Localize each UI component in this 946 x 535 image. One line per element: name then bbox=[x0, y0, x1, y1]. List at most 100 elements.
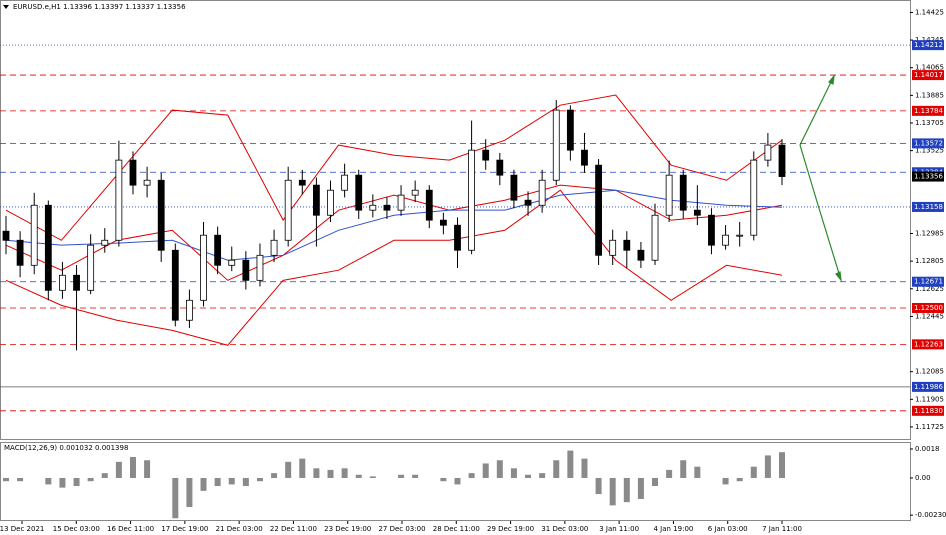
candle-body bbox=[411, 189, 419, 196]
arrow-head bbox=[828, 74, 835, 85]
candle-body bbox=[482, 149, 490, 161]
x-tick-label: 28 Dec 11:00 bbox=[433, 525, 480, 533]
level-label-box bbox=[912, 105, 944, 116]
candle-body bbox=[665, 174, 673, 216]
macd-bar bbox=[186, 477, 193, 507]
price-panel bbox=[0, 0, 911, 440]
candle-body bbox=[59, 274, 66, 291]
candle-body bbox=[581, 149, 588, 166]
candle-body bbox=[679, 174, 687, 211]
candle-body bbox=[87, 244, 95, 291]
macd-bar bbox=[285, 461, 292, 478]
arrow-head bbox=[835, 271, 842, 282]
macd-bar bbox=[73, 477, 80, 487]
macd-bar bbox=[722, 477, 729, 485]
y-tick-label: 1.14425 bbox=[915, 8, 944, 16]
y-tick-label: 1.11725 bbox=[915, 423, 944, 431]
x-tick-label: 13 Dec 2021 bbox=[0, 525, 44, 533]
macd-bar bbox=[341, 468, 348, 478]
level-label-box bbox=[912, 381, 944, 392]
x-tick-label: 29 Dec 19:00 bbox=[487, 525, 534, 533]
candle-body bbox=[510, 174, 518, 201]
x-tick-label: 6 Jan 03:00 bbox=[708, 525, 748, 533]
candle-body bbox=[566, 109, 574, 151]
level-label-box bbox=[912, 302, 944, 313]
level-label-box bbox=[912, 201, 944, 212]
candle-body bbox=[693, 209, 701, 216]
candle-body bbox=[764, 144, 772, 161]
macd-bar bbox=[228, 477, 235, 485]
level-label-box bbox=[912, 405, 944, 416]
menu-arrow[interactable] bbox=[3, 5, 9, 9]
level-label: 1.13784 bbox=[914, 107, 943, 115]
candle-body bbox=[383, 204, 391, 211]
candle-body bbox=[595, 164, 602, 256]
candle-body bbox=[115, 159, 123, 241]
macd-bar bbox=[369, 476, 376, 478]
candle-body bbox=[101, 239, 109, 246]
macd-bar bbox=[242, 477, 249, 487]
macd-tick-label: 0.00 bbox=[915, 474, 931, 482]
candle-body bbox=[16, 239, 24, 266]
current-price-box bbox=[912, 171, 944, 182]
y-tick-label: 1.14245 bbox=[915, 36, 944, 44]
macd-bar bbox=[59, 477, 66, 488]
macd-bar bbox=[553, 460, 560, 478]
macd-title: MACD(12,26,9) 0.001032 0.001398 bbox=[4, 444, 128, 452]
macd-bar bbox=[779, 452, 785, 478]
candle-body bbox=[44, 204, 52, 291]
candle-body bbox=[270, 239, 278, 256]
macd-bar bbox=[200, 477, 207, 491]
candle-body bbox=[623, 239, 631, 251]
macd-bar bbox=[750, 466, 757, 478]
macd-bar bbox=[3, 477, 9, 482]
x-tick-label: 16 Dec 11:00 bbox=[107, 525, 154, 533]
macd-bar bbox=[87, 477, 94, 482]
macd-bar bbox=[214, 477, 221, 487]
level-label: 1.14212 bbox=[914, 41, 943, 49]
candle-body bbox=[157, 179, 165, 251]
candle-body bbox=[200, 234, 207, 301]
macd-bar bbox=[736, 477, 743, 482]
level-label: 1.14017 bbox=[914, 71, 943, 79]
y-tick-label: 1.13705 bbox=[915, 119, 944, 127]
indicator-line bbox=[5, 94, 783, 241]
macd-bar bbox=[525, 474, 532, 478]
candle-body bbox=[214, 234, 222, 266]
x-tick-label: 3 Jan 11:00 bbox=[599, 525, 639, 533]
candle-body bbox=[722, 234, 729, 246]
x-tick-label: 31 Dec 03:00 bbox=[541, 525, 588, 533]
level-label: 1.12671 bbox=[914, 278, 943, 286]
macd-panel bbox=[0, 442, 911, 521]
y-tick-label: 1.14065 bbox=[915, 64, 944, 72]
x-tick-label: 22 Dec 11:00 bbox=[270, 525, 317, 533]
level-label: 1.11986 bbox=[914, 383, 943, 391]
current-price-label: 1.13356 bbox=[914, 173, 943, 181]
candle-body bbox=[425, 189, 433, 221]
candle-body bbox=[552, 109, 560, 181]
level-label-box bbox=[912, 40, 944, 51]
candle-body bbox=[355, 174, 363, 211]
macd-bar bbox=[510, 468, 517, 478]
macd-bar bbox=[45, 477, 52, 485]
macd-bar bbox=[581, 458, 588, 478]
level-label: 1.11830 bbox=[914, 407, 943, 415]
candle-body bbox=[397, 194, 405, 211]
macd-bar bbox=[652, 477, 659, 487]
y-tick-label: 1.12445 bbox=[915, 312, 944, 320]
candle-body bbox=[284, 179, 292, 241]
macd-bar bbox=[144, 460, 151, 478]
candle-body bbox=[171, 249, 179, 321]
candle-body bbox=[129, 159, 137, 186]
candle-body bbox=[2, 230, 10, 241]
y-tick-label: 1.11905 bbox=[915, 395, 944, 403]
arrow-up bbox=[799, 75, 835, 146]
y-tick-label: 1.12805 bbox=[915, 257, 944, 265]
macd-bar bbox=[327, 469, 334, 478]
macd-bar bbox=[482, 463, 489, 478]
level-label-box bbox=[912, 70, 944, 81]
macd-bar bbox=[355, 474, 362, 478]
chart-title: EURUSD.e,H1 1.13396 1.13397 1.13337 1.13… bbox=[13, 3, 186, 11]
